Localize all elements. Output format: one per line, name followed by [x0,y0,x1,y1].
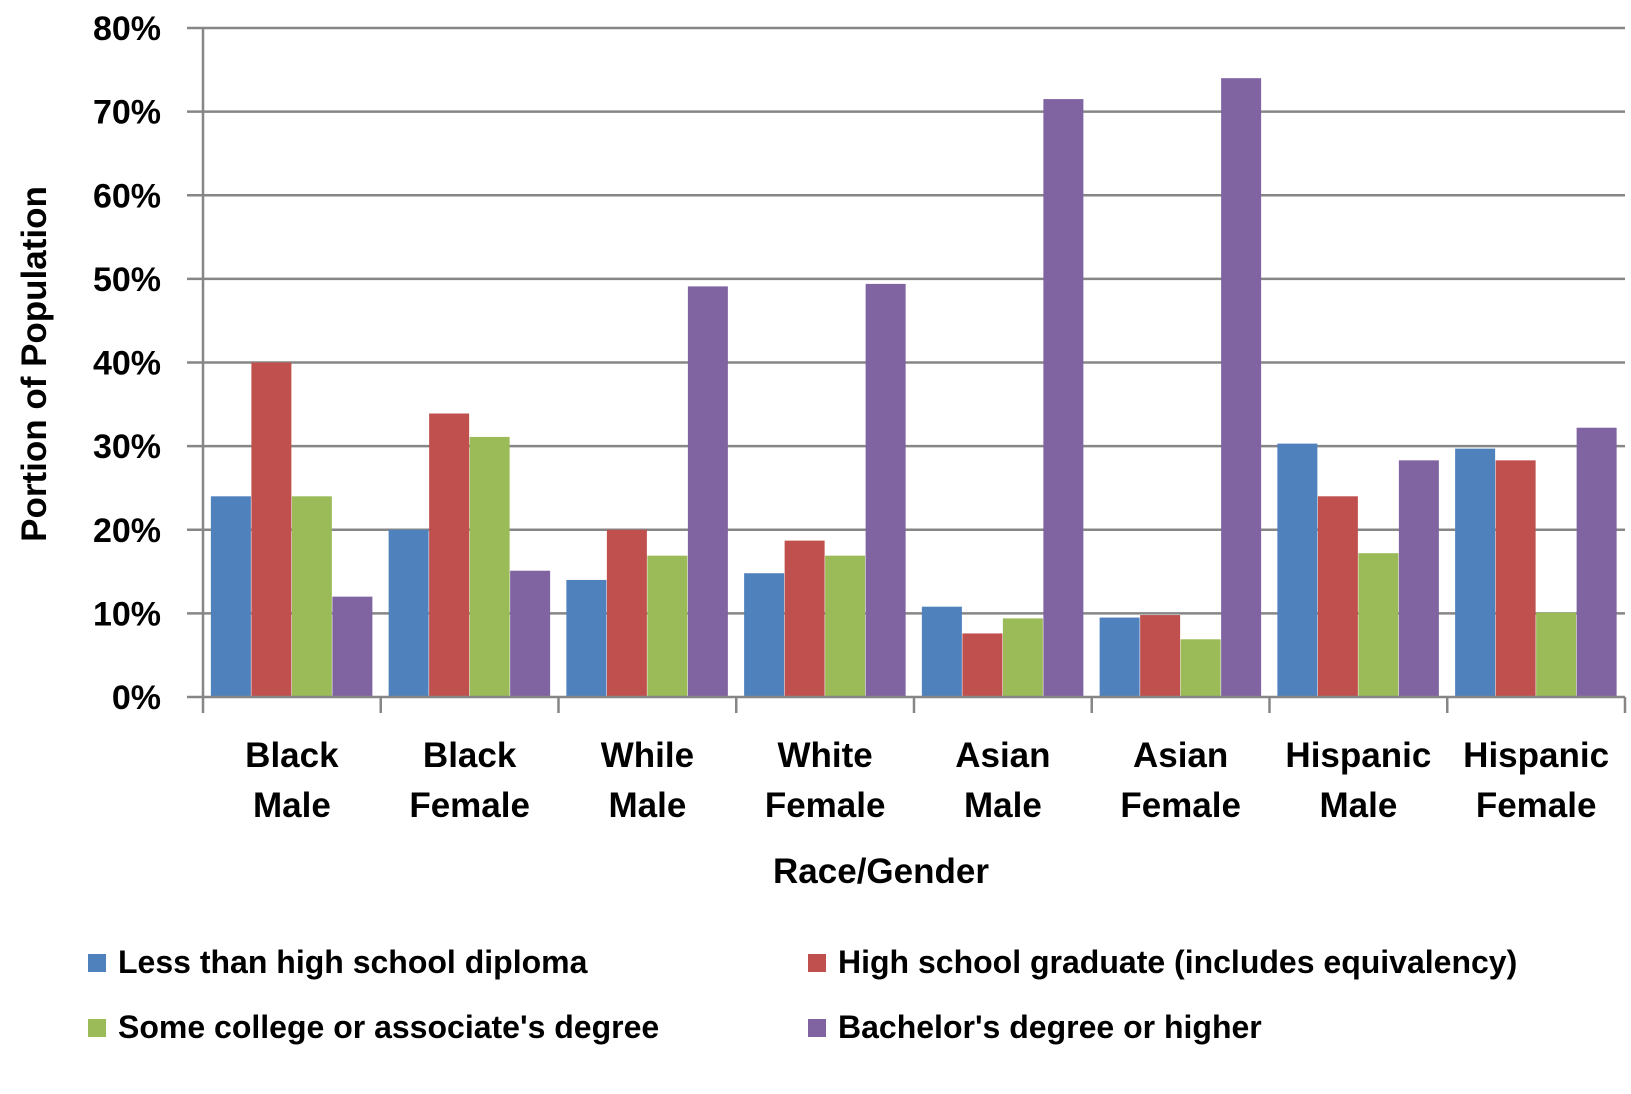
x-category-label: Female [1476,786,1597,825]
x-category-label: Male [964,786,1042,825]
y-tick-label: 70% [93,94,161,132]
x-category-label: Asian [955,736,1050,775]
bar-bachelors [687,286,728,697]
x-category-label: Female [1120,786,1241,825]
bars [210,78,1617,698]
bar-bachelors [332,596,373,697]
legend-label: Bachelor's degree or higher [838,1009,1262,1045]
y-tick-label: 40% [93,345,161,383]
bar-less-than-hs [921,606,962,697]
bar-less-than-hs [566,579,607,697]
bar-some-college [291,496,332,697]
bar-some-college [1358,553,1399,697]
x-category-label: Black [245,736,339,775]
bar-hs-graduate [1495,460,1536,697]
y-tick-label: 20% [93,512,161,550]
bar-some-college [1002,618,1043,697]
bar-bachelors [865,283,906,697]
bar-hs-graduate [606,529,647,697]
bar-hs-graduate [1140,615,1181,697]
y-tick-label: 0% [112,679,161,717]
legend-swatch [88,1019,106,1037]
legend-swatch [88,954,106,972]
bar-some-college [1180,639,1221,697]
x-category-label: Hispanic [1463,736,1609,775]
bar-less-than-hs [210,496,251,697]
bar-less-than-hs [388,529,429,697]
x-category-label: Female [765,786,886,825]
x-category-label: While [601,736,694,775]
bar-hs-graduate [1317,496,1358,697]
bar-bachelors [1221,78,1262,698]
bar-hs-graduate [429,413,470,697]
axes [187,26,1627,713]
x-category-label: Male [608,786,686,825]
bar-less-than-hs [1277,443,1318,697]
bar-some-college [1536,612,1577,697]
bar-bachelors [1576,427,1617,697]
x-category-label: White [777,736,872,775]
bar-less-than-hs [744,573,785,697]
bar-hs-graduate [251,362,292,697]
bar-some-college [469,436,510,697]
y-tick-label: 80% [93,10,161,48]
bar-less-than-hs [1455,448,1496,697]
bar-hs-graduate [784,540,825,697]
legend-label: Some college or associate's degree [118,1009,659,1045]
y-tick-label: 60% [93,177,161,215]
bar-bachelors [510,570,551,697]
legend-swatch [808,954,826,972]
legend-label: High school graduate (includes equivalen… [838,944,1517,980]
y-tick-label: 50% [93,261,161,299]
y-tick-label: 30% [93,428,161,466]
x-category-label: Male [253,786,331,825]
bar-hs-graduate [962,633,1003,697]
y-axis-title: Portion of Population [15,186,54,542]
x-category-label: Black [423,736,517,775]
bar-bachelors [1398,460,1439,697]
bar-bachelors [1043,99,1084,698]
x-category-label: Hispanic [1285,736,1431,775]
x-axis-title: Race/Gender [773,852,989,891]
x-category-label: Male [1319,786,1397,825]
y-tick-label: 10% [93,595,161,633]
x-category-labels: Black Male Black Female While Male White Female… [245,736,1609,825]
legend-swatch [808,1019,826,1037]
x-category-label: Female [409,786,530,825]
bar-some-college [825,555,866,697]
x-category-label: Asian [1133,736,1228,775]
bar-less-than-hs [1099,617,1140,697]
legend: Less than high school diploma High school… [88,944,1517,1045]
legend-label: Less than high school diploma [118,944,588,980]
bar-some-college [647,555,688,697]
y-tick-labels: 0% 10% 20% 30% 40% 50% 60% 70% 80% [93,10,161,717]
